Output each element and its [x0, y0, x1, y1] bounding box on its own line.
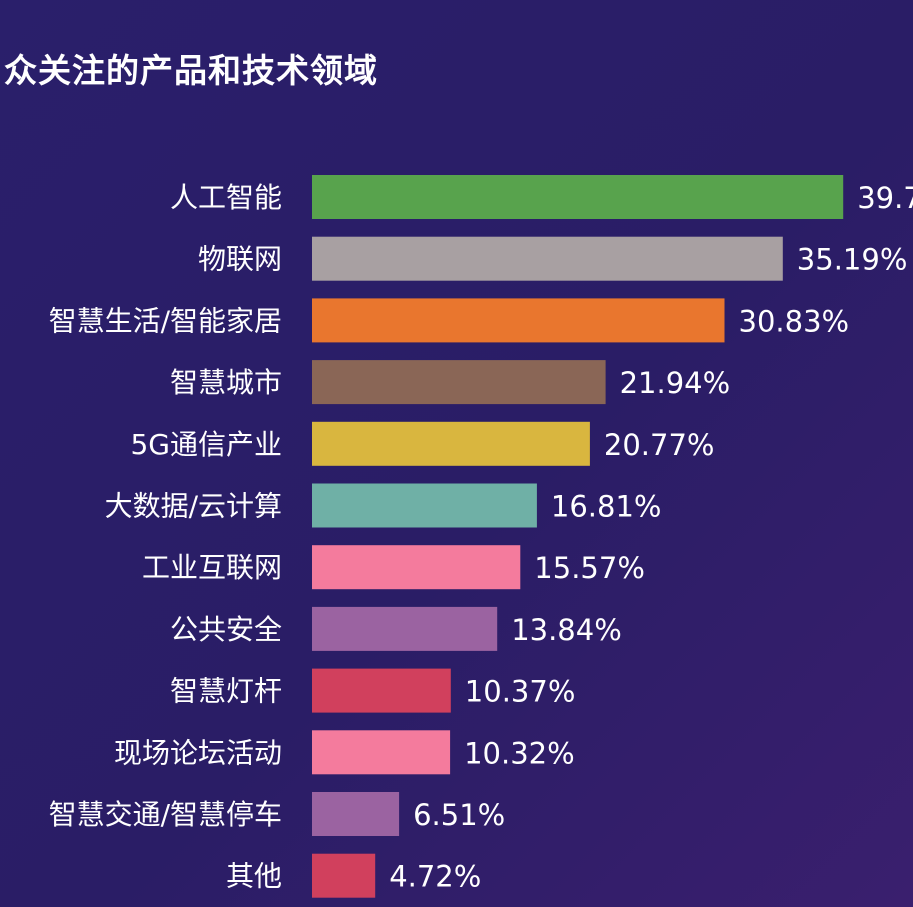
value-label: 20.77% [604, 428, 715, 462]
value-label: 13.84% [511, 613, 622, 647]
value-label: 15.57% [534, 551, 645, 585]
bar-2 [312, 236, 783, 281]
category-label: 公共安全 [170, 613, 282, 646]
value-label: 21.94% [620, 366, 731, 400]
bar-1 [312, 175, 844, 219]
category-label: 现场论坛活动 [114, 736, 282, 769]
category-label: 智慧灯杆 [170, 675, 282, 708]
bar-7 [312, 545, 521, 590]
category-label: 人工智能 [170, 181, 282, 214]
category-label: 其他 [226, 860, 282, 893]
bar-10 [312, 730, 451, 775]
bar-6 [312, 483, 537, 528]
category-label: 智慧交通/智慧停车 [49, 798, 282, 831]
value-label: 10.37% [465, 675, 576, 709]
bar-5 [312, 421, 590, 466]
bar-12 [312, 853, 376, 898]
bar-4 [312, 360, 606, 405]
value-label: 35.19% [797, 243, 908, 277]
category-label: 智慧城市 [170, 366, 282, 399]
bar-9 [312, 668, 451, 713]
category-label: 物联网 [198, 243, 282, 276]
category-label: 智慧生活/智能家居 [49, 304, 282, 337]
value-label: 10.32% [464, 736, 575, 770]
chart-title: 众关注的产品和技术领域 [4, 51, 378, 90]
category-label: 5G通信产业 [130, 428, 282, 461]
value-label: 6.51% [413, 798, 505, 832]
bar-3 [312, 298, 725, 343]
value-label: 39.7 [857, 181, 913, 215]
bar-8 [312, 606, 498, 651]
category-label: 工业互联网 [142, 551, 282, 584]
value-label: 4.72% [389, 860, 481, 894]
bar-11 [312, 792, 400, 836]
category-label: 大数据/云计算 [105, 490, 282, 523]
value-label: 30.83% [739, 304, 850, 338]
value-label: 16.81% [551, 490, 662, 524]
